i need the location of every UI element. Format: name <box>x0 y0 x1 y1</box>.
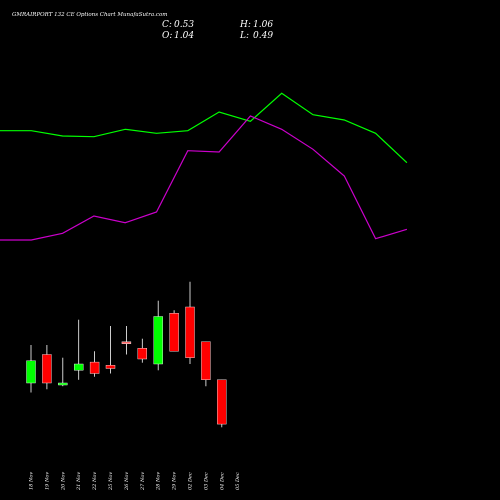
candle-13 <box>217 379 227 428</box>
candle-body <box>153 316 163 365</box>
high-label: H: <box>239 20 251 30</box>
x-tick-label: 05 Dec <box>235 472 241 490</box>
candle-1 <box>26 345 36 393</box>
x-tick-label: 22 Nov <box>92 472 98 491</box>
candle-2 <box>42 345 52 390</box>
candle-5 <box>89 351 100 377</box>
candle-body <box>201 341 211 380</box>
candle-body <box>217 379 227 425</box>
x-tick-label: 02 Dec <box>188 472 194 490</box>
lower-band-line <box>0 115 408 241</box>
candle-7 <box>121 326 132 355</box>
candle-9 <box>153 300 163 371</box>
candle-11 <box>185 281 195 364</box>
x-tick-label: 25 Nov <box>108 472 114 491</box>
upper-band-line <box>0 92 408 164</box>
close-value: 0.53 <box>174 20 194 30</box>
candle-body <box>185 306 195 358</box>
candle-body <box>137 348 148 360</box>
close-label: C: <box>162 20 172 30</box>
x-tick-label: 03 Dec <box>203 472 209 490</box>
candle-3 <box>58 357 68 387</box>
x-tick-label: 27 Nov <box>140 472 146 491</box>
band-lines <box>0 92 408 241</box>
candle-body <box>169 313 179 352</box>
x-tick-label: 04 Dec <box>219 472 225 490</box>
x-tick-label: 28 Nov <box>156 472 162 491</box>
candle-body <box>58 382 68 386</box>
chart-title: GMRAIRPORT 132 CE Options Chart MunafaSu… <box>12 12 167 18</box>
candle-8 <box>137 338 148 363</box>
low-value: 0.49 <box>253 31 273 41</box>
open-value: 1.04 <box>174 31 194 41</box>
x-axis-labels: 18 Nov 19 Nov 20 Nov 21 Nov 22 Nov 25 Nov 26 N… <box>29 472 242 491</box>
candle-10 <box>169 310 179 352</box>
x-tick-label: 26 Nov <box>124 472 130 491</box>
candle-6 <box>105 326 116 374</box>
x-tick-label: 19 Nov <box>44 472 50 490</box>
candles-group <box>26 281 227 428</box>
candle-body <box>121 341 132 344</box>
low-label: L: <box>239 31 249 41</box>
x-tick-label: 29 Nov <box>172 472 178 491</box>
high-value: 1.06 <box>253 20 273 30</box>
candle-12 <box>201 341 211 387</box>
x-tick-label: 21 Nov <box>76 472 82 491</box>
candle-body <box>26 360 36 384</box>
x-tick-label: 18 Nov <box>29 472 35 490</box>
candle-4 <box>73 319 84 380</box>
candle-body <box>73 363 84 371</box>
candle-body <box>105 365 116 369</box>
open-label: O: <box>162 31 172 41</box>
x-tick-label: 20 Nov <box>60 472 66 491</box>
candle-body <box>89 361 100 374</box>
candle-body <box>42 354 52 384</box>
